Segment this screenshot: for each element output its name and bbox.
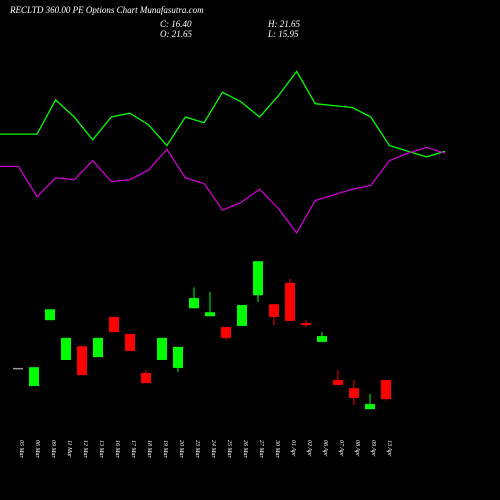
- x-tick-label: 12 Mar: [82, 440, 88, 458]
- x-tick-label: 23 Mar: [194, 440, 200, 458]
- candle-body: [349, 388, 359, 398]
- candle-body: [125, 333, 135, 351]
- x-tick-label: 17 Mar: [130, 440, 136, 458]
- ohlc-open: O: 21.65: [160, 29, 192, 39]
- candle-body: [189, 298, 199, 309]
- x-tick-label: 18 Mar: [146, 440, 152, 458]
- x-tick-label: 06 Mar: [34, 440, 40, 458]
- candle-body: [285, 282, 295, 321]
- chart-title: RECLTD 360.00 PE Options Chart Munafasut…: [9, 5, 204, 15]
- ohlc-high: H: 21.65: [267, 19, 300, 29]
- ohlc-low: L: 15.95: [267, 29, 299, 39]
- x-tick-label: 27 Mar: [258, 440, 264, 458]
- x-tick-label: 24 Mar: [210, 440, 217, 458]
- x-tick-label: 11 Mar: [66, 440, 72, 458]
- x-tick-label: 13 Mar: [98, 440, 104, 458]
- candle-body: [301, 323, 311, 326]
- candle-body: [381, 380, 391, 400]
- x-tick-label: 02 Apr: [306, 440, 312, 457]
- candle-body: [13, 367, 23, 370]
- candle-body: [29, 367, 39, 386]
- x-tick-label: 20 Mar: [178, 440, 184, 458]
- candle-body: [93, 337, 103, 358]
- candle-body: [365, 404, 375, 410]
- candle-body: [173, 346, 183, 368]
- candle-body: [317, 336, 327, 342]
- candle-body: [157, 337, 167, 360]
- x-tick-label: 09 Apr: [370, 440, 376, 457]
- candle-body: [269, 304, 279, 317]
- candle-body: [253, 261, 263, 296]
- candle-body: [45, 309, 55, 321]
- indicator-line: [0, 146, 446, 235]
- x-tick-label: 08 Apr: [354, 440, 360, 457]
- x-tick-label: 06 Apr: [322, 440, 328, 457]
- candle-body: [333, 380, 343, 385]
- x-tick-label: 09 Mar: [50, 440, 56, 458]
- candle-body: [237, 304, 247, 326]
- candle-body: [109, 316, 119, 333]
- x-tick-label: 05 Mar: [18, 440, 24, 458]
- candle-body: [221, 327, 231, 338]
- x-tick-label: 07 Apr: [338, 440, 344, 457]
- x-tick-label: 13 Apr: [386, 440, 392, 457]
- candle-body: [77, 346, 87, 376]
- x-tick-label: 16 Mar: [114, 440, 120, 458]
- x-tick-label: 30 Mar: [274, 439, 280, 458]
- x-tick-label: 26 Mar: [242, 440, 248, 458]
- x-tick-label: 01 Apr: [290, 440, 296, 457]
- x-tick-label: 19 Mar: [162, 440, 168, 458]
- candle-body: [61, 337, 71, 360]
- candle-body: [141, 372, 151, 384]
- indicator-line: [0, 70, 446, 158]
- x-tick-label: 25 Mar: [226, 440, 232, 458]
- ohlc-close: C: 16.40: [160, 19, 192, 29]
- candle-body: [205, 312, 215, 317]
